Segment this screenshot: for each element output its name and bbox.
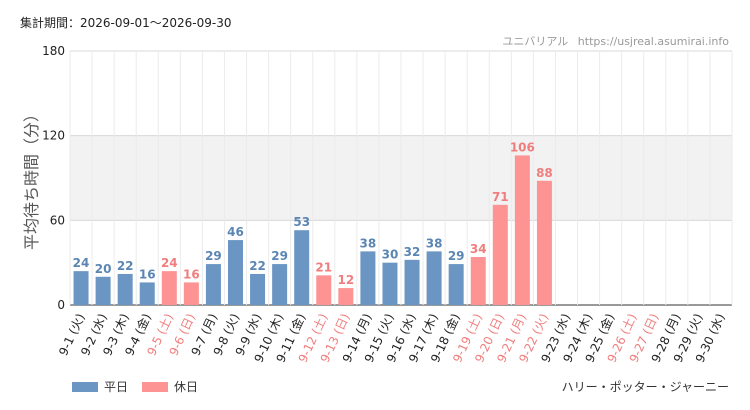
bar [205,264,221,305]
bar [360,251,376,305]
legend-holiday-swatch [142,381,169,392]
bar [382,262,398,305]
y-tick-label: 180 [42,44,65,58]
attraction-name: ハリー・ポッター・ジャーニー [561,380,729,394]
y-tick-label: 120 [42,129,65,143]
bar [228,240,243,305]
data-label: 24 [73,256,90,270]
data-label: 12 [337,273,354,287]
value-labels: 24 20 22 16 24 16 29 46 22 29 53 21 12 38 30 32 38 29 34 71… [73,140,553,287]
bar [536,180,552,305]
data-label: 20 [95,262,112,276]
data-label: 88 [536,166,553,180]
bar [73,271,89,305]
data-label: 32 [404,245,421,259]
site-url[interactable]: https://usjreal.asumirai.info [577,35,729,48]
data-label: 30 [382,248,399,262]
site-name: ユニバリアル [502,35,569,48]
bar [294,230,310,305]
bar [95,276,111,305]
legend-holiday-label: 休日 [174,380,199,394]
data-label: 16 [139,267,156,281]
data-label: 29 [205,249,222,263]
legend-holiday: 休日 [142,378,198,395]
y-tick-labels: 0 60 120 180 [42,44,65,312]
data-label: 38 [360,236,377,250]
y-axis-label: 平均待ち時間（分） [22,106,41,250]
data-label: 29 [271,249,288,263]
data-label: 53 [293,215,310,229]
data-label: 46 [227,225,244,239]
bar [338,288,354,305]
data-label: 29 [448,249,465,263]
bar [139,282,155,305]
bar [250,273,266,305]
bars [73,155,552,305]
data-label: 22 [249,259,266,273]
bar [448,264,464,305]
legend-weekday: 平日 [72,378,128,395]
bar [404,259,420,305]
bar [426,251,442,305]
bar [514,155,530,305]
data-label: 24 [161,256,178,270]
bar [272,264,288,305]
y-tick-label: 60 [50,213,65,227]
data-label: 71 [492,190,509,204]
site-credit[interactable]: ユニバリアル https://usjreal.asumirai.info [496,33,729,49]
bar [316,275,332,305]
bar [470,257,486,305]
x-tick-labels: 9-1 (火)9-2 (水)9-3 (木)9-4 (金)9-5 (土)9-6 (… [56,311,728,365]
legend-weekday-swatch [72,381,98,392]
bar [161,271,177,305]
data-label: 38 [426,236,443,250]
grid-lines [69,50,733,306]
data-label: 16 [183,267,200,281]
bar [183,282,199,305]
data-label: 106 [510,140,535,154]
legend-weekday-label: 平日 [104,380,129,394]
period-text: 集計期間：2026-09-01～2026-09-30 [20,16,232,30]
y-tick-label: 0 [57,298,65,312]
data-label: 34 [470,242,487,256]
bar [117,273,133,305]
data-label: 22 [117,259,134,273]
legend: 平日 休日 [72,378,212,395]
data-label: 21 [315,260,332,274]
bar [492,204,508,305]
